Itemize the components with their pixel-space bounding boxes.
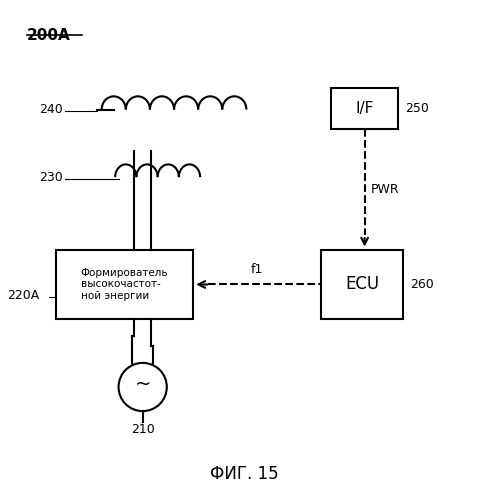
Text: f1: f1 xyxy=(251,263,264,276)
Text: 250: 250 xyxy=(406,102,429,115)
Bar xyxy=(331,88,398,129)
Text: Формирователь
высокочастот-
ной энергии: Формирователь высокочастот- ной энергии xyxy=(81,268,168,301)
Text: ECU: ECU xyxy=(345,275,379,293)
Text: 220A: 220A xyxy=(8,289,40,302)
Text: 210: 210 xyxy=(131,423,155,436)
Text: ~: ~ xyxy=(135,375,151,394)
Text: I/F: I/F xyxy=(355,101,374,116)
Text: 240: 240 xyxy=(40,103,63,116)
Bar xyxy=(321,250,403,319)
Text: ФИГ. 15: ФИГ. 15 xyxy=(210,465,278,483)
Text: 260: 260 xyxy=(410,278,434,291)
Text: 230: 230 xyxy=(40,171,63,184)
Bar xyxy=(56,250,193,319)
Text: PWR: PWR xyxy=(370,183,399,196)
Text: 200A: 200A xyxy=(27,27,71,42)
